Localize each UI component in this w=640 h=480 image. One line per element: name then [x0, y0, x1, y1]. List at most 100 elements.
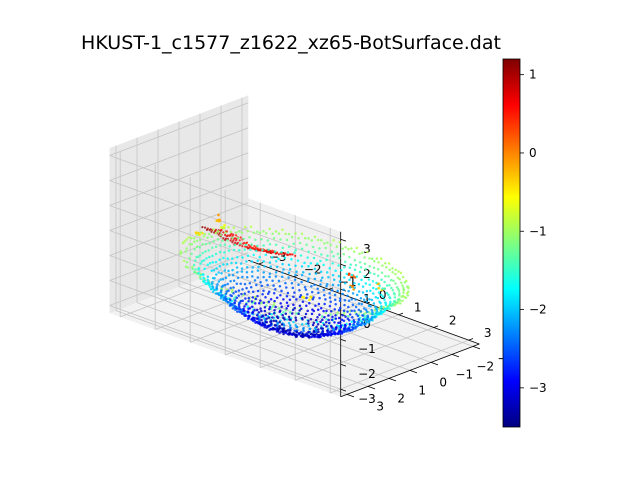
data-point — [226, 239, 229, 242]
data-point — [347, 272, 351, 276]
data-point — [317, 302, 321, 306]
x-tick — [398, 312, 404, 316]
data-point — [300, 247, 304, 250]
data-point — [216, 283, 219, 286]
data-point — [270, 256, 274, 259]
data-point — [231, 241, 234, 244]
data-point — [268, 272, 272, 275]
data-point — [304, 288, 308, 291]
data-point — [384, 307, 387, 310]
data-point — [203, 267, 206, 270]
data-point — [374, 296, 378, 299]
data-point — [311, 323, 315, 327]
data-point — [391, 302, 395, 306]
data-point — [320, 315, 324, 318]
data-point — [357, 308, 361, 312]
data-point — [328, 296, 332, 299]
data-point — [359, 266, 363, 269]
data-point — [401, 284, 404, 287]
data-point — [372, 266, 376, 269]
grid-line — [109, 230, 341, 315]
data-point — [364, 267, 367, 271]
data-point — [304, 312, 308, 316]
data-point — [315, 325, 318, 329]
data-point — [376, 268, 380, 271]
data-point — [284, 232, 287, 236]
data-point — [357, 317, 361, 321]
data-point — [262, 230, 265, 233]
data-point — [346, 317, 350, 320]
z-tick — [340, 388, 347, 392]
data-point — [407, 290, 410, 294]
data-point — [329, 300, 332, 303]
data-point — [214, 260, 218, 264]
y-tick-label: −1 — [455, 367, 473, 381]
data-point — [267, 316, 271, 319]
data-point — [336, 252, 340, 256]
data-point — [327, 318, 330, 322]
data-point — [266, 283, 269, 287]
data-point — [299, 294, 303, 297]
data-point — [282, 324, 286, 327]
data-point — [272, 327, 276, 331]
data-point — [246, 229, 250, 233]
data-point — [295, 270, 298, 274]
data-point — [254, 302, 257, 305]
data-point — [237, 294, 240, 297]
data-point — [272, 237, 276, 240]
data-point — [254, 297, 258, 301]
data-point — [286, 304, 290, 308]
grid-line — [260, 314, 399, 368]
data-point — [399, 271, 403, 275]
z-tick — [340, 363, 347, 367]
data-point — [277, 279, 281, 283]
data-point — [265, 278, 268, 282]
data-point — [300, 307, 303, 310]
data-point — [251, 296, 255, 299]
data-point — [259, 299, 262, 302]
data-point — [263, 265, 266, 268]
data-point — [259, 248, 262, 251]
data-point — [391, 267, 394, 270]
data-point — [214, 228, 218, 231]
data-point — [245, 241, 249, 244]
data-point — [325, 318, 328, 321]
data-point — [217, 280, 221, 283]
data-point — [320, 239, 323, 242]
y-tick — [472, 345, 481, 350]
data-point — [361, 314, 364, 317]
data-point — [272, 303, 276, 306]
data-point — [395, 286, 399, 289]
data-point — [239, 300, 242, 303]
data-point — [322, 323, 326, 326]
data-point — [199, 277, 202, 280]
grid-line — [178, 286, 411, 371]
data-point — [309, 317, 313, 321]
data-point — [184, 265, 188, 268]
data-point — [185, 238, 188, 241]
data-point — [316, 262, 319, 265]
data-point — [208, 285, 212, 289]
data-point — [286, 253, 289, 257]
y-tick-label: 2 — [397, 391, 405, 405]
y-tick-label: 0 — [439, 375, 447, 389]
data-point — [247, 300, 250, 303]
data-point — [252, 247, 255, 250]
data-point — [262, 244, 265, 247]
colorbar-tick-label: 0 — [529, 146, 537, 160]
data-point — [246, 254, 250, 258]
data-point — [326, 241, 329, 244]
grid-line — [115, 310, 348, 395]
data-point — [238, 305, 241, 309]
data-point — [200, 259, 204, 263]
data-point — [330, 318, 334, 322]
data-point — [281, 271, 284, 274]
data-point — [350, 320, 353, 323]
data-point — [293, 306, 296, 310]
data-point — [371, 312, 374, 316]
data-point — [385, 265, 388, 269]
data-point — [307, 250, 310, 253]
data-point — [186, 266, 190, 269]
data-point — [300, 323, 304, 326]
data-point — [261, 321, 264, 324]
